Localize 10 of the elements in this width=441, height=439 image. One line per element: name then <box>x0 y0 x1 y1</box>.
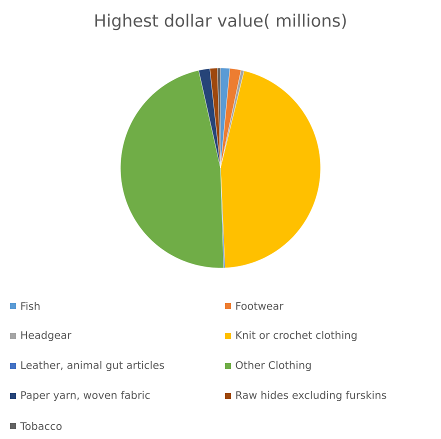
legend-label: Paper yarn, woven fabric <box>21 390 150 402</box>
chart-title: Highest dollar value( millions) <box>95 14 346 30</box>
legend-label: Leather, animal gut articles <box>21 360 164 372</box>
legend-label: Knit or crochet clothing <box>236 330 357 342</box>
legend-label: Raw hides excluding furskins <box>236 390 386 402</box>
legend-label: Footwear <box>236 302 284 310</box>
legend-label: Tobacco <box>20 422 62 430</box>
legend-label: Headgear <box>21 330 72 342</box>
legend-label: Other Clothing <box>236 360 311 372</box>
legend-label: Fish <box>21 302 40 310</box>
